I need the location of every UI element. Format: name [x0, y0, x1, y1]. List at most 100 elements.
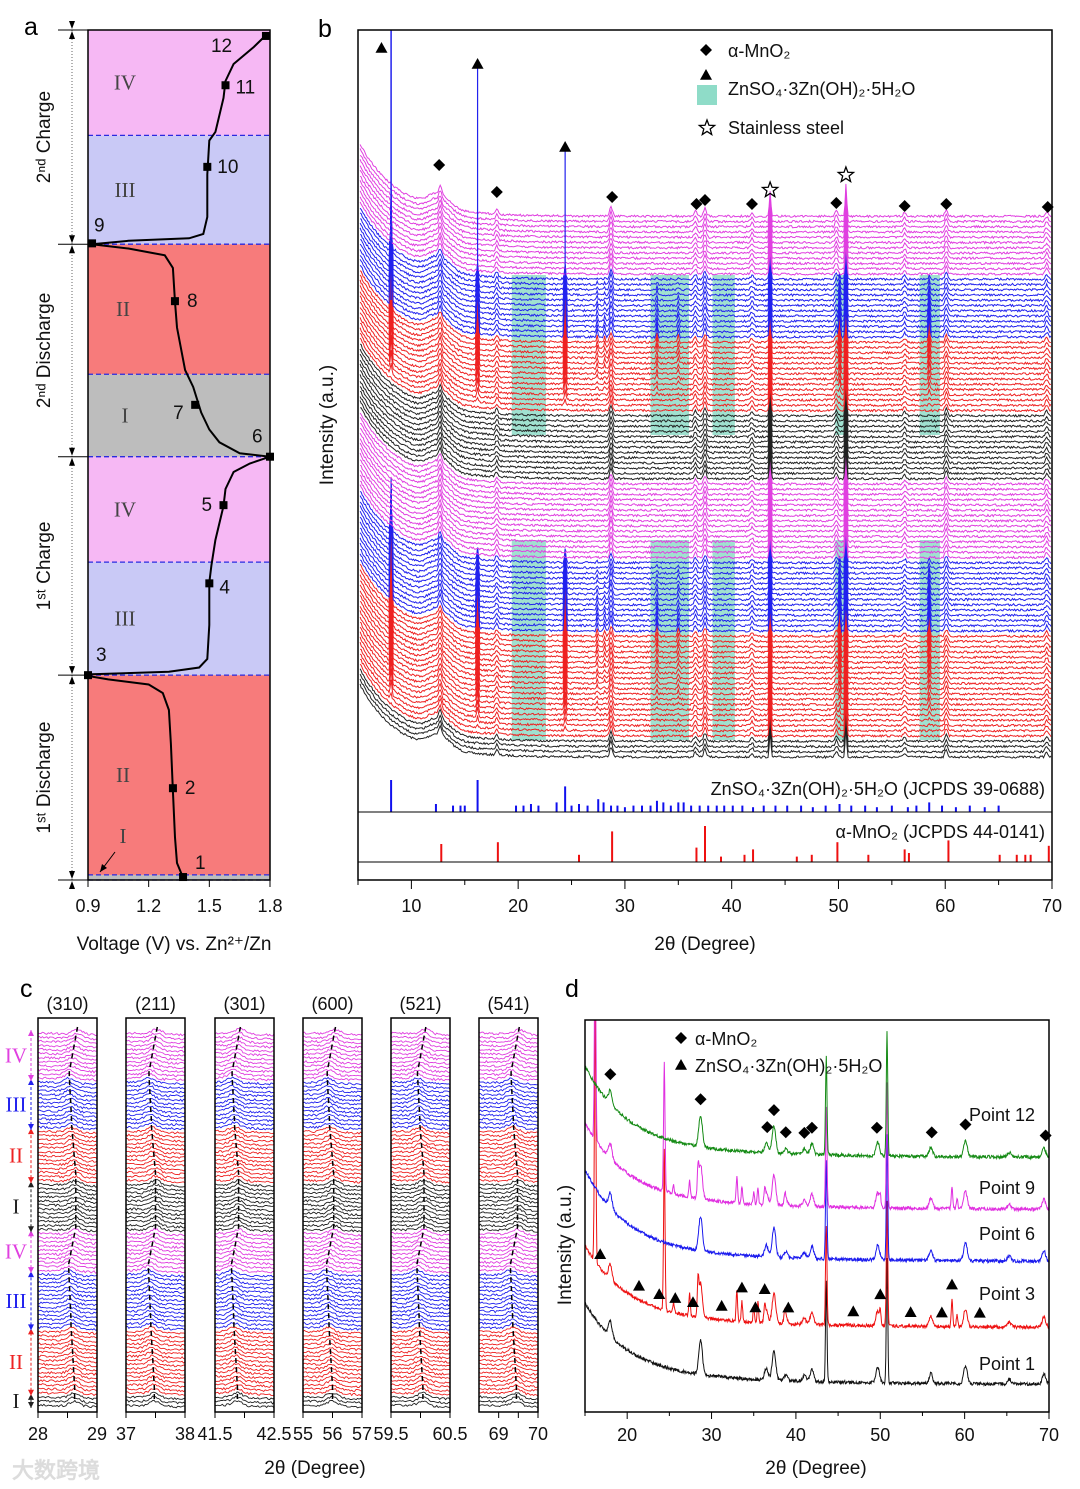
xrd-trace: [125, 1048, 186, 1057]
xrd-trace: [478, 1204, 539, 1212]
diamond-marker: [490, 186, 503, 198]
xrd-trace: [125, 1256, 186, 1265]
xrd-trace: [37, 1297, 98, 1307]
xrd-trace: [125, 1032, 186, 1041]
triangle-marker: [375, 42, 388, 53]
xrd-trace: [125, 1077, 186, 1086]
xrd-trace: [214, 1059, 275, 1070]
hkl-label: (600): [311, 994, 353, 1014]
diamond-marker: [767, 1104, 780, 1117]
xrd-trace: [125, 1129, 186, 1139]
xrd-trace: [214, 1167, 275, 1176]
xrd-trace: [478, 1228, 539, 1237]
xrd-trace: [37, 1233, 98, 1241]
panel-a-plot-frame: [87, 29, 271, 881]
xrd-trace: [359, 233, 1052, 361]
panel-d-traces: [585, 1020, 1049, 1387]
xrd-trace: [302, 1092, 363, 1102]
xrd-trace: [359, 317, 1052, 392]
xrd-trace: [214, 1264, 275, 1274]
xrd-trace: [37, 1076, 98, 1086]
region-IV: [88, 456, 270, 563]
x-tick-label: 10: [401, 896, 421, 916]
xrd-trace: [37, 1114, 98, 1123]
series-label: Point 6: [979, 1224, 1035, 1244]
xrd-trace: [359, 196, 1052, 271]
panel-d-y-axis-title: Intensity (a.u.): [555, 1185, 576, 1305]
xrd-trace: [359, 188, 1052, 334]
xrd-trace: [359, 363, 1052, 439]
diamond-marker: [606, 191, 619, 203]
xrd-trace: [359, 653, 1052, 728]
point-label: 5: [201, 495, 212, 516]
xrd-trace: [302, 1076, 363, 1086]
xrd-trace: [37, 1256, 98, 1266]
hkl-label: (521): [399, 994, 441, 1014]
xrd-trace: [214, 1285, 275, 1294]
point-label: 9: [94, 215, 105, 236]
star-marker: [836, 165, 856, 183]
panel-b-chart: α-MnO₂ ZnSO₄·3Zn(OH)₂·5H₂O Stainless steel…: [357, 29, 1062, 916]
xrd-trace: [37, 1343, 98, 1352]
xrd-trace: [214, 1329, 275, 1339]
xrd-trace: [390, 1146, 451, 1155]
xrd-trace: [478, 1154, 539, 1163]
panel-b-plot-frame: [357, 29, 1053, 881]
xrd-trace: [214, 1236, 275, 1245]
xrd-trace: [302, 1097, 363, 1106]
region-I: [88, 374, 270, 457]
xrd-trace: [214, 1161, 275, 1171]
xrd-trace: [390, 1073, 451, 1082]
xrd-trace: [478, 1289, 539, 1299]
xrd-trace: [359, 493, 1052, 597]
xrd-trace: [125, 1309, 186, 1319]
xrd-trace: [478, 1040, 539, 1049]
phase-label: IV: [5, 1240, 27, 1264]
xrd-trace: [125, 1126, 186, 1135]
xrd-trace: [391, 1092, 451, 1102]
xrd-trace: [359, 480, 1052, 628]
xrd-trace: [303, 1289, 363, 1299]
xrd-trace: [478, 1028, 539, 1037]
xrd-trace: [359, 353, 1051, 429]
xrd-trace: [360, 482, 1052, 623]
xrd-trace: [390, 1052, 451, 1061]
xrd-trace: [478, 1334, 539, 1343]
triangle-marker: [874, 1288, 887, 1300]
xrd-trace: [37, 1028, 97, 1036]
diamond-marker: [959, 1118, 972, 1131]
triangle-marker: [594, 1248, 607, 1259]
xrd-trace: [359, 213, 1052, 298]
xrd-trace: [390, 1097, 451, 1106]
xrd-trace: [214, 1056, 275, 1065]
xrd-trace: [390, 1400, 451, 1409]
diamond-marker: [940, 198, 953, 210]
xrd-trace: [37, 1277, 98, 1286]
xrd-trace: [359, 175, 1052, 250]
point-label: 11: [236, 77, 256, 98]
point-label: 2: [185, 778, 196, 799]
diamond-marker: [690, 198, 703, 210]
xrd-trace: [37, 1322, 98, 1331]
xrd-trace: [37, 1302, 98, 1311]
xrd-trace: [214, 1313, 275, 1323]
hkl-label: (541): [487, 994, 529, 1014]
xrd-trace: [37, 1184, 98, 1192]
x-tick-label: 70: [1039, 1425, 1059, 1445]
panel-a-x-axis-title: Voltage (V) vs. Zn²⁺/Zn: [77, 934, 272, 955]
phase-label: 2ⁿᵈ Discharge: [34, 293, 55, 408]
xrd-trace: [302, 1342, 363, 1352]
point-marker: [179, 873, 188, 882]
xrd-trace: [302, 1073, 363, 1082]
xrd-trace: [390, 1186, 451, 1196]
xrd-trace: [302, 1367, 363, 1376]
x-tick-label: 1.2: [136, 896, 161, 916]
panel-d-chart: Point 1 Point 3 Point 6 Point 9 Point 12 α-Mn…: [584, 1019, 1059, 1445]
xrd-trace: [359, 483, 1052, 639]
xrd-trace: [359, 587, 1052, 686]
xrd-trace: [359, 400, 1052, 476]
xrd-trace: [390, 1391, 451, 1401]
xrd-trace: [302, 1393, 363, 1401]
xrd-trace: [390, 1044, 451, 1053]
xrd-trace: [359, 459, 1052, 534]
